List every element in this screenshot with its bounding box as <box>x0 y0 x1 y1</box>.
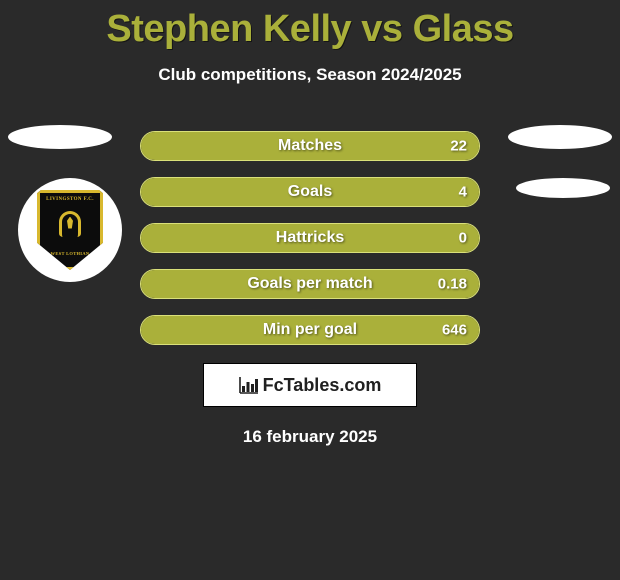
player-right-ellipse <box>508 125 612 149</box>
stat-row: Goals per match 0.18 <box>140 269 480 299</box>
player-left-badge: LIVINGSTON F.C. WEST LOTHIAN <box>18 178 122 282</box>
stat-value-left: 646 <box>442 322 467 339</box>
brand-box[interactable]: FcTables.com <box>203 363 417 407</box>
footer-date: 16 february 2025 <box>0 427 620 447</box>
page-subtitle: Club competitions, Season 2024/2025 <box>0 65 620 85</box>
brand-text: FcTables.com <box>263 375 382 396</box>
stat-value-left: 0 <box>459 230 467 247</box>
shield-top-text: LIVINGSTON F.C. <box>46 197 94 202</box>
club-shield-icon: LIVINGSTON F.C. WEST LOTHIAN <box>37 190 103 270</box>
player-left-ellipse <box>8 125 112 149</box>
shield-emblem-icon <box>56 209 84 245</box>
stat-label: Matches <box>278 137 342 155</box>
stat-row: Goals 4 <box>140 177 480 207</box>
stat-row: Matches 22 <box>140 131 480 161</box>
stat-value-left: 22 <box>450 138 467 155</box>
stat-label: Min per goal <box>263 321 357 339</box>
stat-row: Hattricks 0 <box>140 223 480 253</box>
stat-row: Min per goal 646 <box>140 315 480 345</box>
stat-value-left: 4 <box>459 184 467 201</box>
bar-chart-icon <box>239 376 259 394</box>
page-title: Stephen Kelly vs Glass <box>0 0 620 51</box>
stat-label: Goals <box>288 183 332 201</box>
stat-label: Hattricks <box>276 229 344 247</box>
stat-value-left: 0.18 <box>438 276 467 293</box>
shield-bottom-text: WEST LOTHIAN <box>51 251 90 256</box>
stat-label: Goals per match <box>247 275 372 293</box>
player-right-ellipse-2 <box>516 178 610 198</box>
